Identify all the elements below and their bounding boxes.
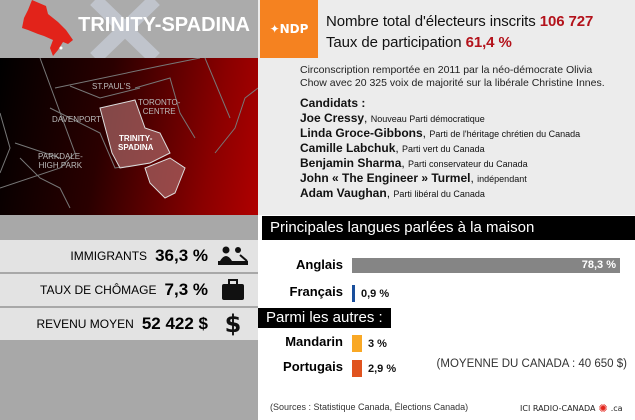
riding-header: TRINITY-SPADINA	[0, 0, 258, 58]
candidate-name: John « The Engineer » Turmel	[300, 171, 471, 185]
map-label-davenport: DAVENPORT	[52, 115, 102, 124]
language-value: 3 %	[368, 338, 387, 350]
language-bar	[352, 285, 355, 302]
candidate-item: Benjamin Sharma, Parti conservateur du C…	[300, 156, 528, 170]
map-label-st-pauls: ST.PAUL'S	[92, 82, 131, 91]
stat-income: REVENU MOYEN 52 422 $ $	[0, 308, 258, 340]
results-panel	[258, 0, 635, 215]
candidate-party: Parti conservateur du Canada	[408, 159, 528, 169]
dollar-icon: $	[224, 310, 242, 338]
stat-label: REVENU MOYEN	[36, 317, 134, 331]
language-name: Portugais	[283, 359, 343, 374]
candidates-list: Candidats : Joe Cressy, Nouveau Parti dé…	[300, 96, 630, 201]
stat-value: 52 422 $	[141, 314, 208, 333]
language-value: 0,9 %	[361, 288, 390, 300]
language-name: Mandarin	[285, 334, 343, 349]
language-name: Anglais	[296, 257, 343, 272]
languages-title: Principales langues parlées à la maison	[262, 216, 635, 240]
riding-info: Circonscription remportée en 2011 par la…	[300, 64, 630, 201]
immigration-desk-icon	[218, 244, 248, 268]
candidate-item: Camille Labchuk, Parti vert du Canada	[300, 141, 485, 155]
language-value: 2,9 %	[368, 363, 397, 375]
riding-map: ST.PAUL'S TORONTO- CENTRE DAVENPORT TRIN…	[0, 58, 258, 215]
map-label-toronto-centre: TORONTO- CENTRE	[138, 98, 181, 116]
turnout: Taux de participation 61,4 %	[326, 34, 512, 51]
language-value: 78,3 %	[581, 259, 616, 271]
stat-label: IMMIGRANTS	[70, 249, 148, 263]
candidate-party: Nouveau Parti démocratique	[370, 114, 485, 124]
stat-label: TAUX DE CHÔMAGE	[40, 283, 157, 297]
candidate-name: Linda Groce-Gibbons	[300, 126, 423, 140]
language-name: Français	[289, 284, 343, 299]
candidate-item: Joe Cressy, Nouveau Parti démocratique	[300, 111, 485, 125]
candidate-name: Benjamin Sharma	[300, 156, 402, 170]
stat-value: 7,3 %	[164, 280, 208, 299]
stat-immigrants: IMMIGRANTS 36,3 %	[0, 240, 258, 272]
sources: (Sources : Statistique Canada, Élections…	[270, 402, 469, 412]
language-bar	[352, 360, 362, 377]
maple-leaf-icon: ✦	[269, 22, 280, 36]
stat-value: 36,3 %	[155, 246, 208, 265]
candidate-item: Adam Vaughan, Parti libéral du Canada	[300, 186, 485, 200]
map-label-trinity-spadina: TRINITY- SPADINA	[118, 134, 154, 152]
map-label-parkdale: PARKDALE- HIGH PARK	[38, 152, 83, 170]
ndp-logo: ✦ NDP	[260, 0, 318, 58]
candidate-party: Parti de l'héritage chrétien du Canada	[429, 129, 581, 139]
candidate-item: John « The Engineer » Turmel, indépendan…	[300, 171, 527, 185]
briefcase-icon	[218, 278, 248, 302]
language-bar	[352, 335, 362, 352]
stat-unemployment: TAUX DE CHÔMAGE 7,3 %	[0, 274, 258, 306]
candidate-name: Adam Vaughan	[300, 186, 387, 200]
candidate-item: Linda Groce-Gibbons, Parti de l'héritage…	[300, 126, 581, 140]
cbc-gem-icon: ✺	[598, 402, 608, 415]
candidates-title: Candidats :	[300, 96, 366, 110]
radio-canada-logo: ICI RADIO-CANADA ✺ .ca	[520, 402, 623, 415]
district-boundaries	[0, 58, 258, 209]
candidate-name: Joe Cressy	[300, 111, 365, 125]
x-watermark-icon	[90, 0, 160, 58]
candidate-party: indépendant	[477, 174, 527, 184]
candidate-name: Camille Labchuk	[300, 141, 396, 155]
candidate-party: Parti libéral du Canada	[393, 189, 485, 199]
language-bar	[352, 258, 620, 273]
candidate-party: Parti vert du Canada	[402, 144, 485, 154]
riding-title: TRINITY-SPADINA	[78, 14, 250, 36]
canada-average: (MOYENNE DU CANADA : 40 650 $)	[436, 358, 627, 370]
others-title: Parmi les autres :	[258, 308, 391, 328]
ontario-map-icon	[22, 0, 73, 56]
registered-voters: Nombre total d'électeurs inscrits 106 72…	[326, 13, 594, 30]
riding-description: Circonscription remportée en 2011 par la…	[300, 64, 605, 89]
